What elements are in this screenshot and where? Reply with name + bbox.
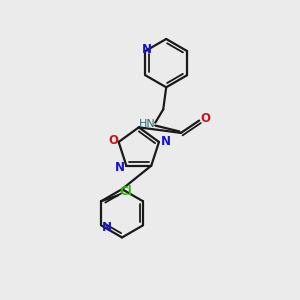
Text: N: N <box>142 43 152 56</box>
Text: N: N <box>115 161 125 174</box>
Text: Cl: Cl <box>119 185 132 198</box>
Text: HN: HN <box>139 119 155 129</box>
Text: N: N <box>160 135 170 148</box>
Text: N: N <box>102 221 112 234</box>
Text: O: O <box>108 134 118 147</box>
Text: O: O <box>201 112 211 125</box>
